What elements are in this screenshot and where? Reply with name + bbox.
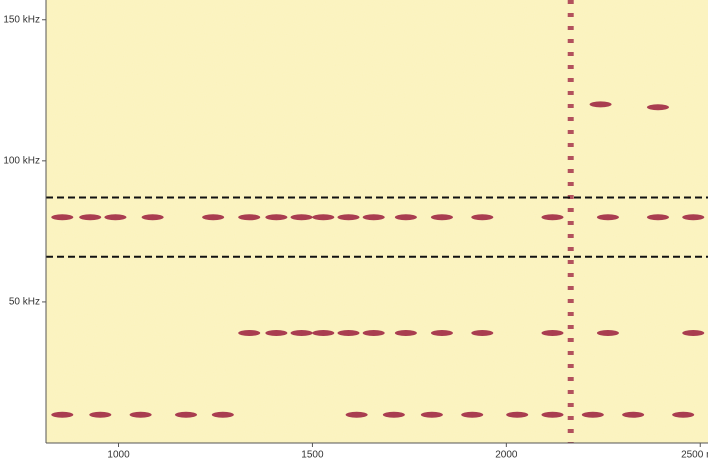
call	[202, 214, 225, 221]
call	[596, 214, 619, 221]
call	[79, 214, 102, 221]
call	[646, 214, 669, 221]
call	[337, 329, 360, 336]
call	[211, 411, 234, 418]
call	[394, 214, 417, 221]
call	[589, 101, 612, 108]
call	[471, 329, 494, 336]
call	[345, 411, 368, 418]
call	[430, 329, 453, 336]
call	[541, 329, 564, 336]
call	[51, 411, 74, 418]
call	[265, 214, 288, 221]
call	[672, 411, 695, 418]
call	[51, 214, 74, 221]
call	[362, 329, 385, 336]
call	[238, 329, 261, 336]
call	[541, 411, 564, 418]
call	[337, 214, 360, 221]
call	[290, 214, 313, 221]
call	[175, 411, 198, 418]
call	[622, 411, 645, 418]
call	[362, 214, 385, 221]
noise-texture	[46, 0, 708, 443]
x-tick-label: 2500 ms	[681, 450, 708, 461]
call	[420, 411, 443, 418]
call	[682, 329, 705, 336]
call	[541, 214, 564, 221]
call	[382, 411, 405, 418]
call	[129, 411, 152, 418]
call	[506, 411, 529, 418]
call	[471, 214, 494, 221]
call	[430, 214, 453, 221]
y-tick-label: 50 kHz	[9, 297, 40, 308]
call	[312, 329, 335, 336]
call	[596, 329, 619, 336]
call	[646, 104, 669, 111]
call	[682, 214, 705, 221]
call	[265, 329, 288, 336]
call	[312, 214, 335, 221]
x-tick-label: 1000	[107, 450, 130, 461]
call	[89, 411, 112, 418]
x-tick-label: 1500	[301, 450, 324, 461]
y-tick-label: 150 kHz	[3, 14, 40, 25]
y-tick-label: 100 kHz	[3, 155, 40, 166]
call	[581, 411, 604, 418]
call	[141, 214, 164, 221]
call	[290, 329, 313, 336]
call	[394, 329, 417, 336]
call	[238, 214, 261, 221]
call	[104, 214, 127, 221]
x-tick-label: 2000	[495, 450, 518, 461]
call	[461, 411, 484, 418]
